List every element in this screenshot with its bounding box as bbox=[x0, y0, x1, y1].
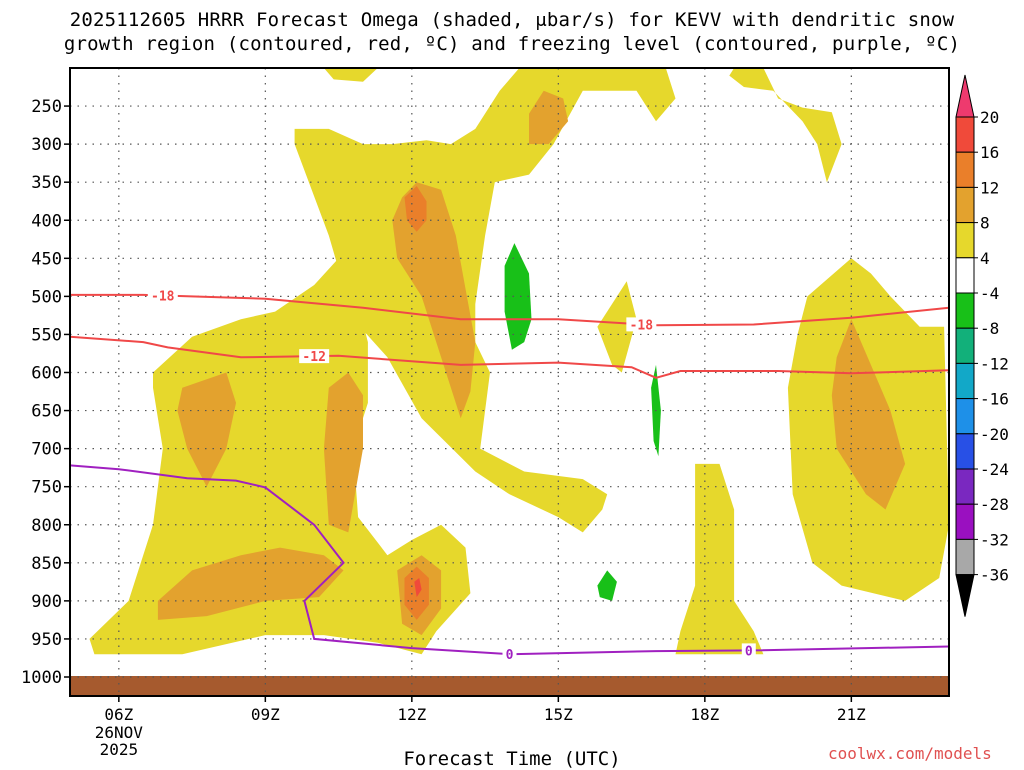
isotherm-minus18-label-1: -18 bbox=[630, 318, 654, 333]
colorbar-label-10: -24 bbox=[980, 460, 1009, 479]
pressure-axis: 250 300 350 400 450 500 550 600 650 700 750 800 850 9… bbox=[21, 97, 70, 688]
y-tick-label-750: 750 bbox=[31, 478, 62, 498]
colorbar-box-12 bbox=[955, 503, 975, 540]
freezing-level-line-label-bg-1 bbox=[741, 643, 756, 658]
ground-fill bbox=[70, 676, 949, 696]
y-tick-label-700: 700 bbox=[31, 440, 62, 460]
colorbar-label-8: -16 bbox=[980, 390, 1009, 409]
omega-region-4 bbox=[597, 281, 637, 373]
x-date-label-0: 26NOV bbox=[95, 723, 144, 742]
colorbar-label-9: -20 bbox=[980, 425, 1009, 444]
colorbar-label-0: 20 bbox=[980, 108, 999, 127]
y-tick-label-400: 400 bbox=[31, 211, 62, 231]
colorbar-box-7 bbox=[955, 327, 975, 364]
colorbar-label-6: -8 bbox=[980, 319, 999, 338]
colorbar-label-3: 8 bbox=[980, 214, 990, 233]
freezing-level-line-label-bg-0 bbox=[502, 647, 517, 662]
colorbar-box-8 bbox=[955, 362, 975, 400]
y-tick-label-850: 850 bbox=[31, 554, 62, 574]
omega-region-9 bbox=[177, 372, 236, 487]
colorbar-box-13 bbox=[955, 538, 975, 576]
omega-region-8 bbox=[529, 90, 569, 145]
colorbar-box-4 bbox=[955, 222, 975, 259]
colorbar-box-11 bbox=[955, 468, 975, 505]
y-tick-label-600: 600 bbox=[31, 364, 62, 384]
omega-region-7 bbox=[392, 182, 476, 419]
omega-region-17 bbox=[504, 243, 532, 350]
isotherm-minus18 bbox=[70, 293, 949, 327]
colorbar-label-11: -28 bbox=[980, 495, 1009, 514]
isotherm-minus18-label-bg-1 bbox=[626, 317, 657, 332]
isotherm-minus12 bbox=[70, 335, 949, 379]
omega-region-3 bbox=[89, 258, 471, 655]
x-tick-label-15Z: 15Z bbox=[544, 705, 573, 724]
colorbar: 20 16 12 8 4 -4 -8 -12 -16 -20 -24 -28 -32 -36 bbox=[955, 74, 1009, 617]
isotherm-minus12-label-bg-0 bbox=[299, 349, 330, 364]
x-axis-label: Forecast Time (UTC) bbox=[403, 748, 621, 770]
freezing-level-line-label-0: 0 bbox=[506, 648, 514, 663]
colorbar-box-3 bbox=[955, 186, 975, 224]
omega-shading bbox=[89, 68, 949, 655]
omega-region-14 bbox=[404, 186, 427, 232]
omega-region-11 bbox=[157, 547, 344, 620]
omega-region-13 bbox=[831, 319, 906, 510]
x-tick-label-12Z: 12Z bbox=[397, 705, 426, 724]
ground-below-surface bbox=[70, 676, 949, 696]
omega-region-2 bbox=[729, 68, 842, 183]
freezing-level-line bbox=[70, 464, 949, 656]
isotherm-minus12-label-0: -12 bbox=[302, 350, 325, 365]
colorbar-box-10 bbox=[955, 433, 975, 470]
isotherm-lines: -18 -18 -12 0 0 bbox=[70, 288, 949, 663]
colorbar-box-6 bbox=[955, 292, 975, 329]
freezing-level-line-label-1: 0 bbox=[745, 644, 753, 659]
y-tick-label-450: 450 bbox=[31, 249, 62, 269]
colorbar-box-1 bbox=[955, 116, 975, 153]
colorbar-label-13: -36 bbox=[980, 566, 1009, 585]
omega-region-1 bbox=[294, 68, 676, 533]
colorbar-box-9 bbox=[955, 398, 975, 435]
colorbar-box-2 bbox=[955, 151, 975, 188]
plot-frame bbox=[69, 67, 950, 697]
isotherm-minus18-label-bg-0 bbox=[147, 288, 178, 303]
y-tick-label-500: 500 bbox=[31, 287, 62, 307]
colorbar-label-12: -32 bbox=[980, 530, 1009, 549]
y-tick-label-1000: 1000 bbox=[21, 668, 62, 688]
colorbar-box-5 bbox=[955, 257, 975, 294]
x-tick-label-09Z: 09Z bbox=[251, 705, 280, 724]
omega-region-19 bbox=[597, 570, 617, 601]
y-tick-label-900: 900 bbox=[31, 592, 62, 612]
y-tick-label-650: 650 bbox=[31, 402, 62, 422]
chart-title-line-1: 2025112605 HRRR Forecast Omega (shaded, … bbox=[69, 9, 955, 31]
y-tick-label-350: 350 bbox=[31, 173, 62, 193]
omega-region-10 bbox=[323, 372, 363, 533]
x-tick-label-21Z: 21Z bbox=[837, 705, 866, 724]
y-tick-label-950: 950 bbox=[31, 630, 62, 650]
omega-region-0 bbox=[323, 68, 378, 82]
y-tick-label-250: 250 bbox=[31, 97, 62, 117]
omega-region-16 bbox=[414, 578, 422, 598]
y-tick-label-800: 800 bbox=[31, 516, 62, 536]
y-tick-label-550: 550 bbox=[31, 325, 62, 345]
isotherm-minus18-label-0: -18 bbox=[151, 289, 175, 304]
x-tick-label-18Z: 18Z bbox=[690, 705, 719, 724]
colorbar-label-2: 12 bbox=[980, 178, 999, 197]
colorbar-label-5: -4 bbox=[980, 284, 999, 303]
source-credit: coolwx.com/models bbox=[828, 744, 992, 763]
colorbar-label-4: 4 bbox=[980, 249, 990, 268]
colorbar-label-7: -12 bbox=[980, 354, 1009, 373]
chart-title-line-2: growth region (contoured, red, ºC) and f… bbox=[63, 33, 961, 55]
omega-region-5 bbox=[675, 463, 764, 655]
x-tick-label-06Z: 06Z bbox=[104, 705, 133, 724]
colorbar-label-1: 16 bbox=[980, 143, 999, 162]
colorbar-top-arrow bbox=[955, 74, 975, 118]
y-tick-label-300: 300 bbox=[31, 135, 62, 155]
x-date-label-1: 2025 bbox=[100, 740, 139, 759]
colorbar-bottom-arrow bbox=[955, 574, 975, 617]
